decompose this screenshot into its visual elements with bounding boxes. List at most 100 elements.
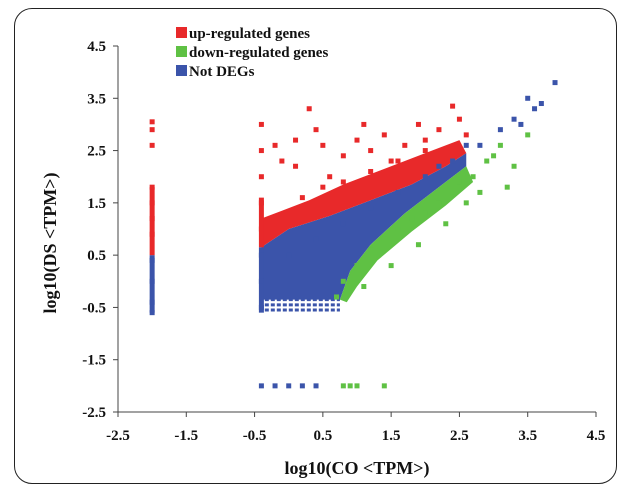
point-up-regulated-genes-12 (272, 142, 278, 148)
point-up-regulated-genes-29 (436, 127, 442, 133)
point-up-regulated-genes-0 (149, 119, 155, 125)
point-not-degs-26 (463, 142, 469, 148)
point-up-regulated-genes-9 (258, 174, 264, 180)
point-not-degs-27 (436, 163, 442, 169)
point-up-regulated-genes-36 (368, 168, 374, 174)
point-up-regulated-genes-8 (258, 148, 264, 154)
point-down-regulated-genes-14 (456, 179, 462, 185)
point-not-degs-18 (450, 158, 456, 164)
y-tick-label: -2.5 (82, 405, 106, 421)
point-down-regulated-genes-0 (334, 294, 340, 300)
point-up-regulated-genes-18 (320, 142, 326, 148)
point-up-regulated-genes-4 (149, 200, 155, 206)
column-strip (258, 197, 264, 248)
point-not-degs-19 (477, 142, 483, 148)
legend-entry: Not DEGs (189, 64, 255, 80)
point-up-regulated-genes-32 (463, 132, 469, 138)
point-down-regulated-genes-20 (525, 132, 531, 138)
y-tick-label: 1.5 (87, 196, 106, 212)
point-not-degs-8 (272, 383, 278, 389)
point-not-degs-28 (518, 121, 524, 127)
point-not-degs-24 (552, 80, 558, 86)
point-not-degs-12 (286, 252, 292, 258)
point-not-degs-25 (538, 101, 544, 107)
x-tick-label: -2.5 (106, 428, 130, 444)
x-tick-label: 0.5 (313, 428, 332, 444)
point-up-regulated-genes-37 (395, 158, 401, 164)
point-up-regulated-genes-35 (340, 179, 346, 185)
legend: up-regulated genes down-regulated genes No… (176, 26, 328, 80)
y-tick-label: -0.5 (82, 300, 106, 316)
point-up-regulated-genes-20 (340, 153, 346, 159)
point-not-degs-2 (149, 299, 155, 305)
point-up-regulated-genes-5 (149, 216, 155, 222)
legend-entry: down-regulated genes (189, 45, 328, 61)
point-not-degs-16 (395, 189, 401, 195)
point-down-regulated-genes-24 (443, 221, 449, 227)
point-down-regulated-genes-22 (388, 263, 394, 269)
point-not-degs-7 (258, 383, 264, 389)
point-up-regulated-genes-30 (450, 103, 456, 109)
point-up-regulated-genes-15 (293, 163, 299, 169)
point-up-regulated-genes-28 (422, 137, 428, 143)
point-up-regulated-genes-23 (368, 148, 374, 154)
point-down-regulated-genes-23 (415, 242, 421, 248)
point-up-regulated-genes-14 (293, 137, 299, 143)
point-down-regulated-genes-11 (422, 210, 428, 216)
point-not-degs-13 (313, 236, 319, 242)
point-not-degs-11 (313, 383, 319, 389)
point-down-regulated-genes-9 (395, 226, 401, 232)
point-up-regulated-genes-17 (313, 127, 319, 133)
point-up-regulated-genes-16 (306, 106, 312, 112)
point-down-regulated-genes-1 (340, 383, 346, 389)
point-not-degs-6 (258, 304, 264, 310)
point-down-regulated-genes-26 (477, 189, 483, 195)
point-not-degs-22 (525, 95, 531, 101)
x-tick-label: -1.5 (174, 428, 198, 444)
point-not-degs-15 (368, 205, 374, 211)
point-up-regulated-genes-13 (279, 158, 285, 164)
x-tick-label: 3.5 (518, 428, 537, 444)
point-not-degs-9 (286, 383, 292, 389)
point-not-degs-23 (532, 106, 538, 112)
point-down-regulated-genes-6 (354, 263, 360, 269)
legend-swatch (176, 27, 187, 38)
point-up-regulated-genes-1 (149, 127, 155, 133)
point-down-regulated-genes-3 (354, 383, 360, 389)
point-down-regulated-genes-25 (463, 200, 469, 206)
point-down-regulated-genes-15 (470, 174, 476, 180)
point-down-regulated-genes-2 (347, 383, 353, 389)
data-points (149, 80, 558, 389)
point-down-regulated-genes-10 (409, 216, 415, 222)
point-up-regulated-genes-27 (415, 121, 421, 127)
up-regulated-dense-band (261, 140, 467, 248)
legend-entry: up-regulated genes (189, 26, 310, 42)
point-not-degs-21 (511, 116, 517, 122)
point-down-regulated-genes-7 (368, 247, 374, 253)
x-tick-label: 1.5 (382, 428, 401, 444)
point-down-regulated-genes-5 (340, 278, 346, 284)
point-up-regulated-genes-25 (388, 158, 394, 164)
point-not-degs-10 (299, 383, 305, 389)
point-up-regulated-genes-38 (422, 148, 428, 154)
point-not-degs-20 (497, 127, 503, 133)
point-up-regulated-genes-6 (149, 231, 155, 237)
point-up-regulated-genes-34 (320, 184, 326, 190)
legend-swatch (176, 65, 187, 76)
point-up-regulated-genes-11 (258, 226, 264, 232)
x-tick-label: -0.5 (243, 428, 267, 444)
point-up-regulated-genes-24 (381, 132, 387, 138)
point-up-regulated-genes-7 (258, 121, 264, 127)
not-degs-dense-band (261, 153, 467, 300)
point-up-regulated-genes-3 (149, 184, 155, 190)
point-down-regulated-genes-12 (436, 200, 442, 206)
point-up-regulated-genes-22 (361, 121, 367, 127)
point-down-regulated-genes-27 (491, 153, 497, 159)
point-up-regulated-genes-33 (299, 195, 305, 201)
point-up-regulated-genes-31 (456, 116, 462, 122)
point-up-regulated-genes-2 (149, 142, 155, 148)
legend-swatch (176, 46, 187, 57)
point-down-regulated-genes-19 (511, 163, 517, 169)
point-down-regulated-genes-8 (381, 236, 387, 242)
